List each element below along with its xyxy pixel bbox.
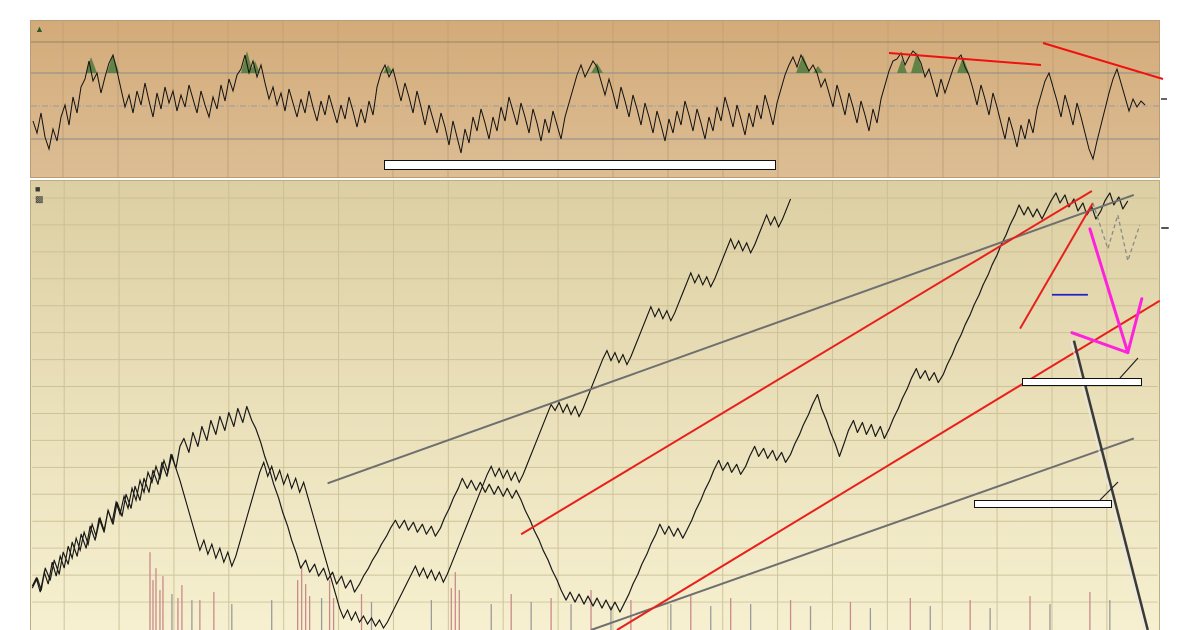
chart-header [0, 0, 1200, 20]
volume-bars [149, 552, 1111, 630]
gray-channel-lower [590, 437, 1135, 630]
rsi-current-value-box [1161, 98, 1167, 100]
rsi-trendline-left [888, 52, 1042, 66]
rsi-indicator-panel: ▲ [30, 20, 1164, 178]
price-series [31, 198, 792, 630]
red-channel-lower [616, 299, 1161, 630]
gray-trendchannel [327, 194, 1135, 630]
indicator-icon: ▲ [35, 24, 44, 34]
red-trendchannel [520, 190, 1161, 630]
break-confirmation-note [1022, 378, 1142, 386]
trendchannel-note [974, 500, 1112, 508]
price-grid [31, 181, 1161, 630]
price-current-value-box [1161, 227, 1169, 229]
volume-legend: ▩ [35, 194, 44, 205]
magenta-decline-arrow [1070, 227, 1144, 355]
alt-count-lines [1019, 202, 1141, 330]
alt-projection-dashed [1092, 202, 1141, 264]
red-channel-upper [520, 190, 1093, 536]
price-chart-panel: ■ ▩ [30, 180, 1161, 630]
main-annotation-note [384, 160, 776, 170]
candlestick-icon: ■ [35, 184, 41, 194]
bar-icon: ▩ [35, 194, 44, 204]
gray-channel-upper [327, 194, 1135, 485]
price-legend: ■ [35, 184, 40, 194]
rsi-grid [31, 21, 1164, 177]
rsi-legend: ▲ [35, 24, 44, 34]
alt3-rally-line [1019, 202, 1094, 330]
rsi-trendline-right [1042, 42, 1164, 80]
price-path [31, 192, 1129, 613]
